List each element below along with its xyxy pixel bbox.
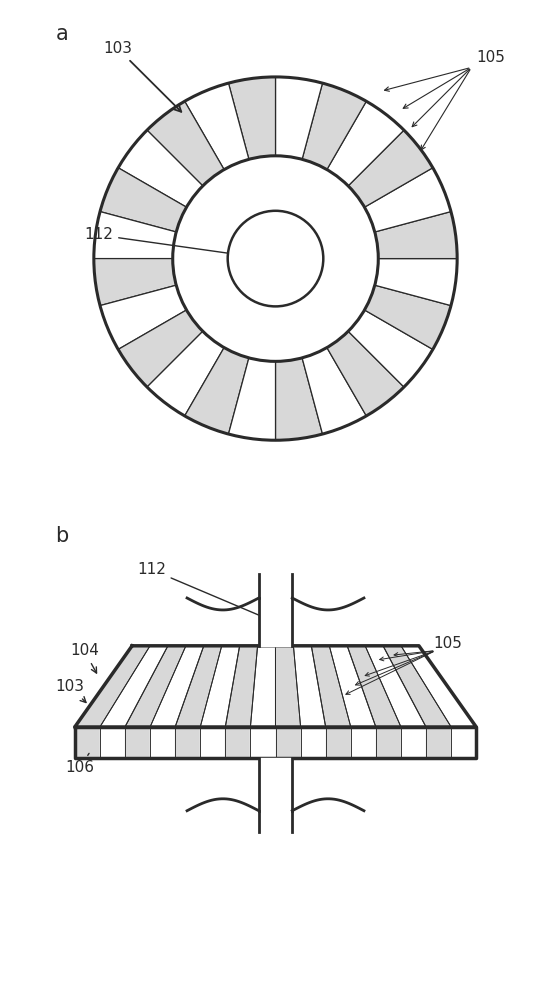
Wedge shape xyxy=(276,358,322,440)
Wedge shape xyxy=(327,101,404,186)
Wedge shape xyxy=(229,77,276,159)
Wedge shape xyxy=(229,358,276,440)
Wedge shape xyxy=(375,259,457,306)
Wedge shape xyxy=(302,348,366,434)
Polygon shape xyxy=(75,727,100,758)
Polygon shape xyxy=(75,646,150,727)
Wedge shape xyxy=(147,331,224,416)
Polygon shape xyxy=(351,727,376,758)
Polygon shape xyxy=(200,727,225,758)
Text: 106: 106 xyxy=(65,753,94,775)
Polygon shape xyxy=(329,646,376,727)
Polygon shape xyxy=(175,646,222,727)
Wedge shape xyxy=(365,168,451,232)
Wedge shape xyxy=(365,285,451,349)
Polygon shape xyxy=(376,727,401,758)
Wedge shape xyxy=(100,168,186,232)
Wedge shape xyxy=(302,83,366,170)
Wedge shape xyxy=(185,83,249,170)
Text: 112: 112 xyxy=(84,227,230,253)
Polygon shape xyxy=(250,646,276,727)
Wedge shape xyxy=(118,310,203,387)
Circle shape xyxy=(228,211,323,306)
Text: 105: 105 xyxy=(433,636,462,651)
Text: 103: 103 xyxy=(103,41,181,112)
Text: 105: 105 xyxy=(476,50,505,65)
Polygon shape xyxy=(100,727,125,758)
Wedge shape xyxy=(348,310,433,387)
Text: b: b xyxy=(56,526,69,546)
Wedge shape xyxy=(94,212,176,259)
Text: 103: 103 xyxy=(56,679,86,703)
Polygon shape xyxy=(225,646,257,727)
Polygon shape xyxy=(125,727,150,758)
Polygon shape xyxy=(365,646,426,727)
Polygon shape xyxy=(200,646,240,727)
Wedge shape xyxy=(375,212,457,259)
Polygon shape xyxy=(250,727,276,758)
Wedge shape xyxy=(147,101,224,186)
Polygon shape xyxy=(347,646,401,727)
Wedge shape xyxy=(348,130,433,207)
Polygon shape xyxy=(451,727,476,758)
Polygon shape xyxy=(326,727,351,758)
Polygon shape xyxy=(225,727,250,758)
Polygon shape xyxy=(276,727,301,758)
Polygon shape xyxy=(401,646,476,727)
Wedge shape xyxy=(276,77,322,159)
Polygon shape xyxy=(100,646,168,727)
Polygon shape xyxy=(259,598,292,646)
Wedge shape xyxy=(94,259,176,306)
Polygon shape xyxy=(383,646,451,727)
Polygon shape xyxy=(175,727,200,758)
Polygon shape xyxy=(401,727,426,758)
Polygon shape xyxy=(259,758,292,811)
Circle shape xyxy=(172,156,379,361)
Text: a: a xyxy=(56,24,68,44)
Polygon shape xyxy=(150,646,204,727)
Text: 112: 112 xyxy=(137,562,261,616)
Wedge shape xyxy=(185,348,249,434)
Text: 104: 104 xyxy=(70,643,99,673)
Wedge shape xyxy=(327,331,404,416)
Wedge shape xyxy=(100,285,186,349)
Wedge shape xyxy=(118,130,203,207)
Polygon shape xyxy=(311,646,351,727)
Polygon shape xyxy=(426,727,451,758)
Polygon shape xyxy=(125,646,186,727)
Polygon shape xyxy=(301,727,326,758)
Polygon shape xyxy=(294,646,326,727)
Polygon shape xyxy=(150,727,175,758)
Polygon shape xyxy=(276,646,301,727)
